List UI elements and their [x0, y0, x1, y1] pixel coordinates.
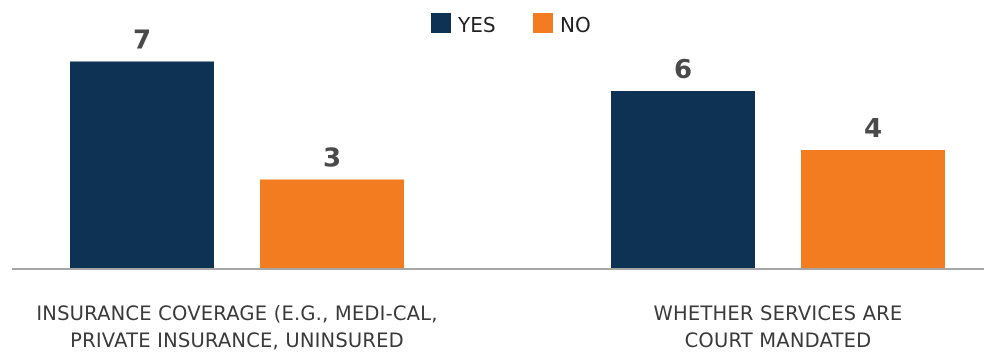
data-label-insurance-no: 3 [323, 144, 341, 174]
category-label-court-line2: COURT MANDATED [685, 329, 872, 350]
data-label-court-yes: 6 [674, 55, 692, 85]
category-label-court-line1: WHETHER SERVICES ARE [654, 302, 903, 325]
bar-court-yes [611, 91, 755, 268]
data-label-court-no: 4 [864, 114, 882, 144]
bar-insurance-no [260, 179, 404, 268]
legend: YES NO [431, 13, 591, 37]
category-label-insurance-line2: PRIVATE INSURANCE, UNINSURED [70, 329, 404, 350]
legend-item-no: NO [533, 13, 591, 37]
legend-label-no: NO [560, 13, 591, 37]
legend-swatch-no [533, 13, 553, 33]
value-labels-group: 7 3 6 4 [133, 26, 882, 174]
legend-item-yes: YES [431, 13, 496, 37]
category-labels-group: INSURANCE COVERAGE (E.G., MEDI-CAL, PRIVA… [36, 302, 903, 352]
bar-court-no [801, 150, 945, 268]
category-label-insurance-line1: INSURANCE COVERAGE (E.G., MEDI-CAL, [36, 302, 437, 325]
bar-insurance-yes [70, 61, 214, 268]
bars-group [70, 61, 945, 268]
legend-label-yes: YES [457, 13, 496, 37]
legend-swatch-yes [431, 13, 451, 33]
data-label-insurance-yes: 7 [133, 26, 151, 56]
